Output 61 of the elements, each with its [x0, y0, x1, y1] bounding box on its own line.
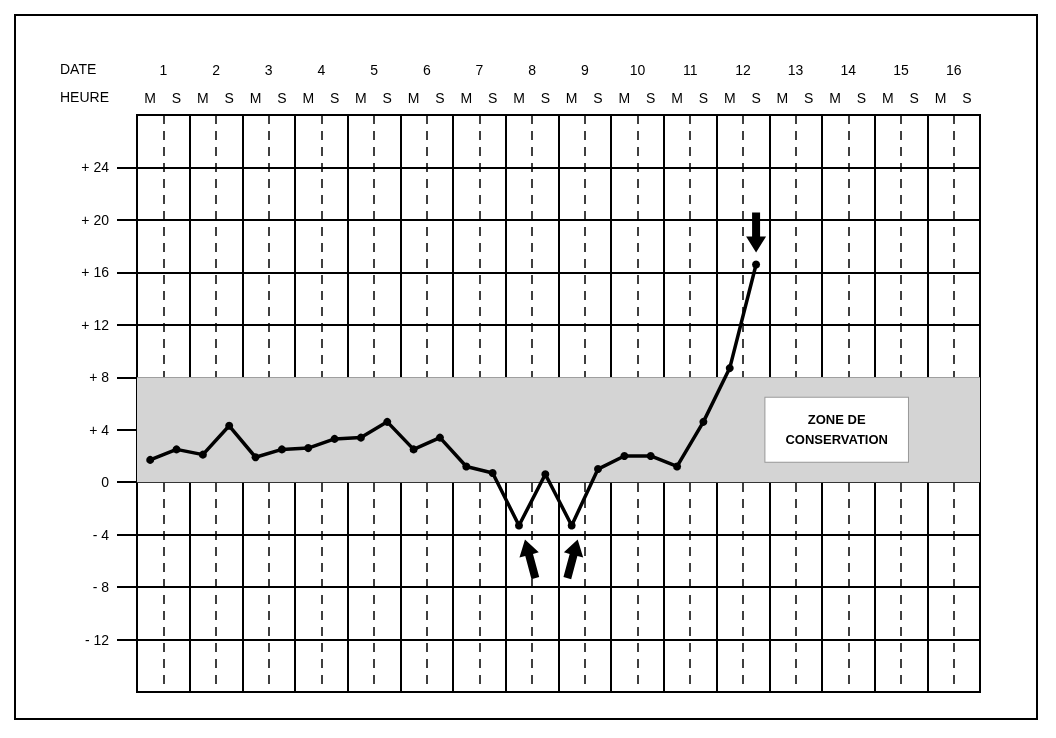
- x2-tick-label: 6: [422, 62, 431, 78]
- x-tick-label: S: [277, 90, 287, 106]
- x2-tick-label: 8: [528, 62, 537, 78]
- x-tick-label: M: [302, 90, 315, 106]
- x2-tick-label: 9: [580, 62, 589, 78]
- x-tick-label: M: [460, 90, 473, 106]
- y-tick-label: + 20: [81, 211, 110, 228]
- x-tick-label: S: [540, 90, 550, 106]
- x2-tick-label: 10: [629, 62, 646, 78]
- y-tick-label: + 24: [81, 159, 110, 176]
- x-tick-label: S: [224, 90, 234, 106]
- x-tick-label: M: [934, 90, 947, 106]
- x-tick-label: S: [751, 90, 761, 106]
- x-tick-label: M: [671, 90, 683, 106]
- x2-tick-label: 13: [787, 62, 804, 78]
- x2-tick-label: 12: [735, 62, 751, 78]
- x2-tick-label: 3: [264, 62, 273, 78]
- x-tick-label: S: [171, 90, 182, 106]
- x-tick-label: M: [144, 90, 157, 106]
- x-tick-label: M: [355, 90, 367, 106]
- x-tick-label: S: [593, 90, 603, 106]
- x2-tick-label: 1: [159, 62, 168, 78]
- x-tick-label: S: [856, 90, 867, 106]
- x-tick-label: S: [698, 90, 709, 106]
- x2-tick-label: 15: [893, 62, 909, 78]
- x-tick-label: S: [804, 90, 814, 106]
- x2-tick-label: 16: [945, 62, 962, 78]
- x2-tick-label: 7: [475, 62, 484, 78]
- y-tick-label: - 4: [92, 526, 110, 543]
- x-tick-label: S: [329, 90, 340, 106]
- x-axis-title: HEURE: [60, 89, 110, 105]
- x-tick-label: M: [829, 90, 841, 106]
- x2-tick-label: 5: [370, 62, 379, 78]
- y-tick-label: - 8: [92, 579, 110, 596]
- x-tick-label: M: [881, 90, 894, 106]
- x-tick-label: M: [723, 90, 736, 106]
- x-tick-label: S: [962, 90, 972, 106]
- y-tick-label: + 16: [81, 264, 110, 281]
- x2-tick-label: 14: [840, 62, 857, 78]
- x2-tick-label: 4: [317, 62, 326, 78]
- y-tick-label: - 12: [84, 631, 110, 648]
- y-tick-label: + 8: [89, 369, 110, 386]
- x-tick-label: M: [407, 90, 420, 106]
- x-tick-label: S: [435, 90, 445, 106]
- y-tick-label: 0: [101, 474, 110, 491]
- x2-tick-label: 2: [212, 62, 221, 78]
- x-tick-label: M: [513, 90, 525, 106]
- y-tick-label: + 12: [81, 316, 110, 333]
- x-tick-label: S: [487, 90, 498, 106]
- y-tick-label: + 4: [89, 421, 110, 438]
- x-tick-label: S: [646, 90, 656, 106]
- x-tick-label: M: [776, 90, 789, 106]
- x-tick-label: S: [909, 90, 919, 106]
- x-tick-label: M: [249, 90, 262, 106]
- x-tick-label: M: [197, 90, 209, 106]
- x-tick-label: S: [382, 90, 392, 106]
- x2-tick-label: 11: [682, 62, 698, 78]
- x-tick-label: M: [565, 90, 578, 106]
- band-label: ZONE DE CONSERVATION: [785, 412, 888, 448]
- x-tick-label: M: [618, 90, 631, 106]
- x2-axis-title: DATE: [60, 61, 97, 77]
